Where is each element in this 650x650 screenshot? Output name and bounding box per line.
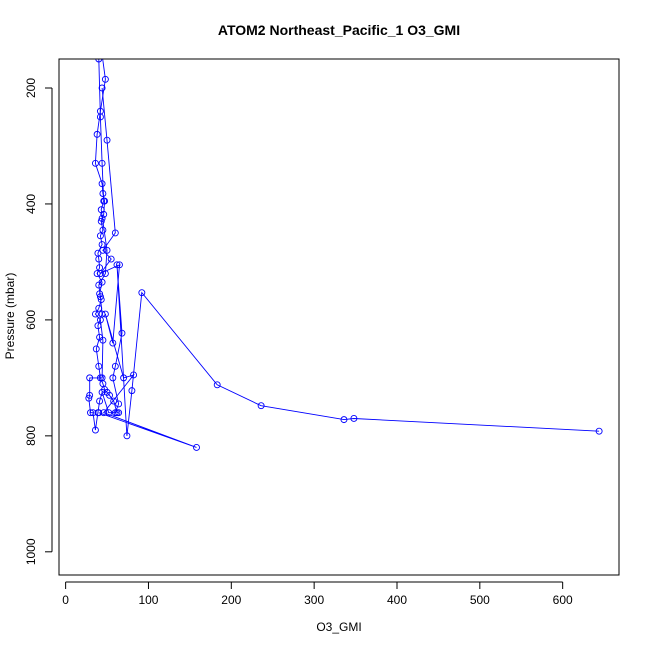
data-point xyxy=(103,136,111,144)
data-point xyxy=(105,409,113,417)
data-point xyxy=(96,333,104,341)
y-tick-label: 800 xyxy=(24,426,38,446)
data-point xyxy=(101,270,109,277)
data-point xyxy=(95,59,103,63)
y-tick-label: 400 xyxy=(24,194,38,214)
x-tick-label: 400 xyxy=(387,593,407,607)
data-point xyxy=(98,180,106,188)
series-line xyxy=(88,59,600,436)
data-point xyxy=(86,374,94,382)
data-point xyxy=(128,387,136,395)
data-point xyxy=(100,197,108,205)
data-point xyxy=(120,374,128,382)
data-point xyxy=(98,214,106,222)
data-point xyxy=(87,409,94,417)
x-tick-label: 200 xyxy=(221,593,241,607)
data-point xyxy=(97,217,105,225)
data-point xyxy=(96,397,104,405)
data-point xyxy=(118,329,126,337)
data-point xyxy=(91,426,99,434)
data-point xyxy=(96,270,104,277)
data-point xyxy=(350,415,358,422)
data-point xyxy=(94,322,102,330)
series-line xyxy=(95,59,119,414)
x-tick-label: 300 xyxy=(304,593,324,607)
y-axis: 200 400 600 800 1000 xyxy=(24,78,53,565)
x-tick-label: 0 xyxy=(62,593,69,607)
x-axis-label: O3_GMI xyxy=(316,620,361,634)
data-point xyxy=(109,374,117,382)
data-point xyxy=(130,371,138,379)
y-tick-label: 1000 xyxy=(24,538,38,565)
data-point xyxy=(101,310,109,318)
data-point xyxy=(91,159,99,167)
data-point xyxy=(595,427,603,435)
data-point xyxy=(113,261,121,269)
data-point xyxy=(98,159,106,167)
data-point xyxy=(115,400,123,408)
data-point xyxy=(257,402,265,410)
data-point xyxy=(97,296,105,304)
data-point xyxy=(96,27,102,33)
data-point xyxy=(110,397,118,405)
data-point xyxy=(103,246,111,254)
series-line xyxy=(98,87,197,448)
data-point xyxy=(109,339,117,347)
data-point xyxy=(340,416,348,424)
data-point xyxy=(99,226,107,234)
plot-lines xyxy=(88,59,600,448)
y-tick-label: 600 xyxy=(24,310,38,330)
plot-frame xyxy=(58,58,620,576)
x-tick-label: 500 xyxy=(470,593,490,607)
data-point xyxy=(96,113,104,121)
y-axis-label: Pressure (mbar) xyxy=(3,273,17,360)
data-point xyxy=(96,374,104,382)
data-point xyxy=(193,443,200,451)
data-point xyxy=(116,261,123,269)
x-tick-label: 600 xyxy=(553,593,573,607)
data-point xyxy=(106,391,113,399)
y-tick-label: 200 xyxy=(24,78,38,98)
chart-title: ATOM2 Northeast_Pacific_1 O3_GMI xyxy=(218,22,460,38)
data-point xyxy=(86,391,94,399)
data-point xyxy=(93,270,101,277)
data-point xyxy=(115,409,123,417)
data-point xyxy=(97,206,105,214)
data-point xyxy=(95,255,103,263)
data-point xyxy=(98,84,106,92)
data-point xyxy=(111,362,119,370)
data-point xyxy=(96,293,104,301)
data-point xyxy=(111,229,119,237)
data-point xyxy=(95,362,103,370)
data-point xyxy=(100,409,108,417)
data-point xyxy=(95,409,103,417)
data-point xyxy=(93,130,101,138)
data-point xyxy=(107,255,115,263)
data-point xyxy=(99,246,107,254)
data-point xyxy=(85,394,93,402)
plot-points xyxy=(85,27,603,451)
data-point xyxy=(123,432,131,440)
data-point xyxy=(96,232,104,240)
x-axis: 0 100 200 300 400 500 600 xyxy=(62,581,573,607)
data-point xyxy=(99,190,107,197)
data-point xyxy=(95,304,103,312)
data-point xyxy=(213,381,221,389)
data-point xyxy=(95,281,103,289)
data-point xyxy=(138,289,146,297)
data-point xyxy=(92,345,100,353)
x-tick-label: 100 xyxy=(138,593,158,607)
data-point xyxy=(98,310,106,318)
data-point xyxy=(101,75,109,83)
data-point xyxy=(91,310,99,318)
